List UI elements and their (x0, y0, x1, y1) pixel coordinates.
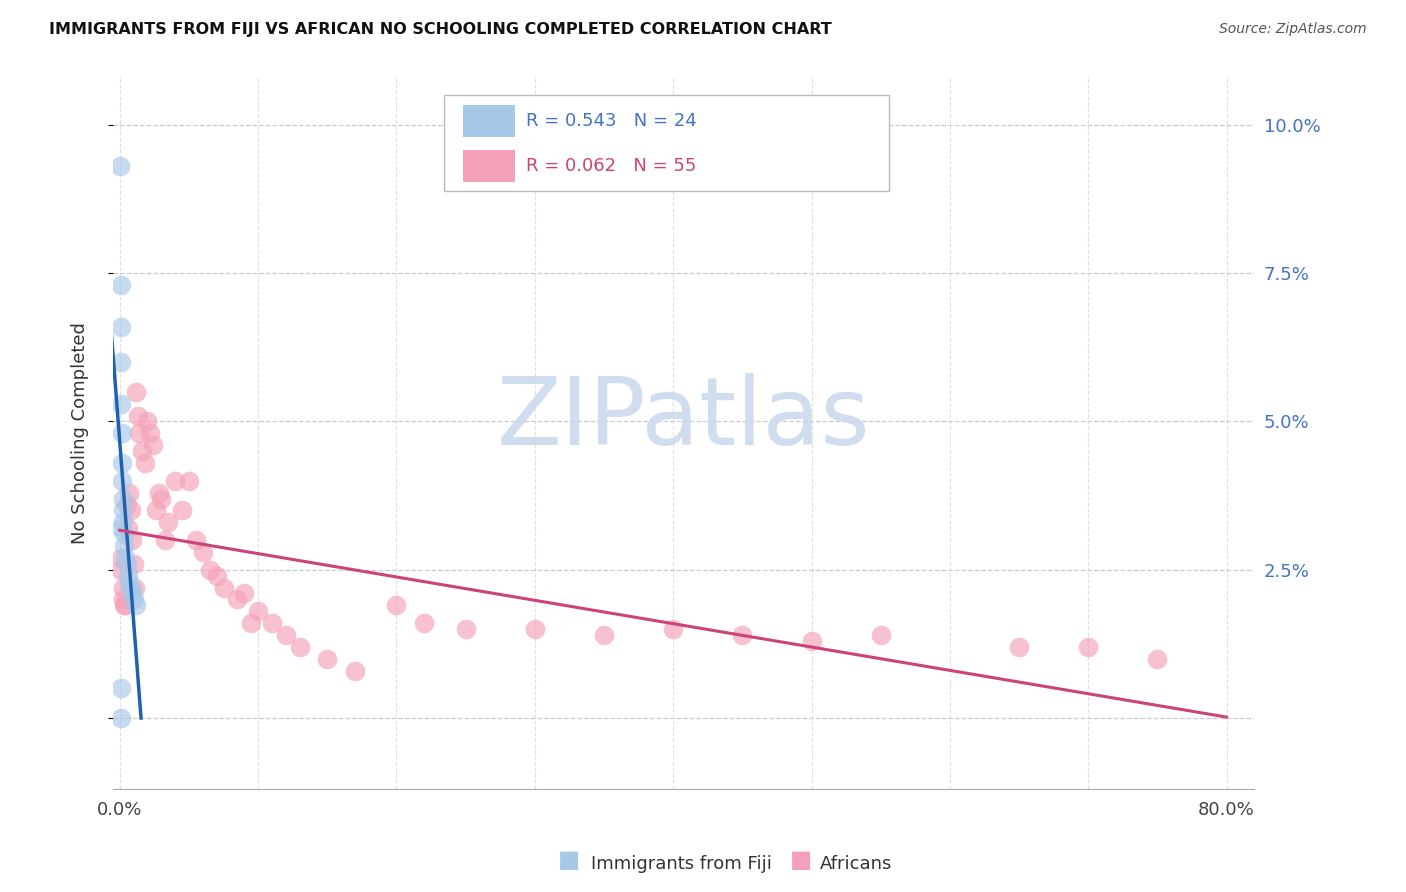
FancyBboxPatch shape (444, 95, 889, 191)
Point (1008, 640, 1031, 654)
Point (128, 426, 150, 441)
FancyBboxPatch shape (463, 150, 515, 182)
Point (593, 628, 616, 642)
Point (184, 533, 207, 547)
Point (316, 651, 339, 665)
Point (117, 521, 139, 535)
Point (454, 622, 477, 636)
Point (127, 409, 149, 423)
Point (111, 491, 134, 506)
Point (274, 628, 297, 642)
Point (110, 550, 132, 565)
Point (170, 503, 193, 517)
Point (165, 474, 187, 488)
Point (121, 533, 143, 547)
Point (124, 581, 146, 595)
Point (148, 485, 170, 500)
Point (800, 634, 823, 648)
Point (110, 397, 132, 411)
Point (112, 599, 135, 613)
Point (110, 681, 132, 696)
Point (111, 503, 134, 517)
Point (110, 160, 132, 174)
Text: Immigrants from Fiji: Immigrants from Fiji (591, 855, 772, 872)
Text: IMMIGRANTS FROM FIJI VS AFRICAN NO SCHOOLING COMPLETED CORRELATION CHART: IMMIGRANTS FROM FIJI VS AFRICAN NO SCHOO… (49, 22, 832, 37)
Point (110, 711, 132, 725)
Point (662, 622, 685, 636)
Point (125, 599, 148, 613)
FancyBboxPatch shape (463, 105, 515, 137)
Point (120, 503, 142, 517)
Text: Source: ZipAtlas.com: Source: ZipAtlas.com (1219, 22, 1367, 37)
Point (191, 545, 214, 559)
Point (122, 557, 145, 571)
Text: ■: ■ (790, 848, 813, 872)
Point (118, 485, 141, 500)
Point (343, 664, 366, 678)
Point (110, 355, 132, 369)
Point (240, 616, 263, 631)
Text: ZIPatlas: ZIPatlas (496, 373, 870, 465)
Point (110, 426, 132, 441)
Point (247, 604, 270, 618)
Point (136, 414, 159, 428)
Point (142, 438, 165, 452)
Point (177, 474, 200, 488)
Point (385, 599, 408, 613)
Point (1077, 640, 1099, 654)
Point (413, 616, 436, 631)
Point (150, 491, 173, 506)
Point (212, 581, 235, 595)
Point (110, 319, 132, 334)
Point (134, 456, 156, 470)
Point (115, 498, 138, 512)
Point (111, 516, 134, 530)
Point (145, 503, 167, 517)
Point (122, 592, 145, 607)
Point (110, 278, 132, 293)
Point (121, 586, 143, 600)
Point (1146, 651, 1168, 665)
Point (125, 384, 148, 399)
Point (111, 581, 134, 595)
Point (260, 616, 283, 631)
Text: Africans: Africans (820, 855, 891, 872)
Point (157, 516, 180, 530)
Text: R = 0.062   N = 55: R = 0.062 N = 55 (526, 156, 696, 175)
Point (115, 557, 138, 571)
Point (131, 444, 153, 458)
Point (111, 592, 134, 607)
Point (155, 533, 177, 547)
Point (523, 622, 546, 636)
Point (112, 539, 135, 553)
Point (110, 563, 132, 577)
Point (226, 592, 249, 607)
Point (118, 574, 141, 589)
Point (288, 640, 311, 654)
Point (114, 599, 136, 613)
Point (198, 563, 221, 577)
Point (120, 581, 142, 595)
Point (233, 586, 256, 600)
Point (114, 550, 136, 565)
Point (110, 521, 132, 535)
Text: ■: ■ (558, 848, 581, 872)
Point (869, 628, 891, 642)
Y-axis label: No Schooling Completed: No Schooling Completed (72, 322, 89, 544)
Point (112, 527, 135, 541)
Point (111, 456, 134, 470)
Point (139, 426, 162, 441)
Point (205, 568, 228, 582)
Point (731, 628, 754, 642)
Point (111, 474, 134, 488)
Text: R = 0.543   N = 24: R = 0.543 N = 24 (526, 112, 697, 130)
Point (117, 568, 139, 582)
